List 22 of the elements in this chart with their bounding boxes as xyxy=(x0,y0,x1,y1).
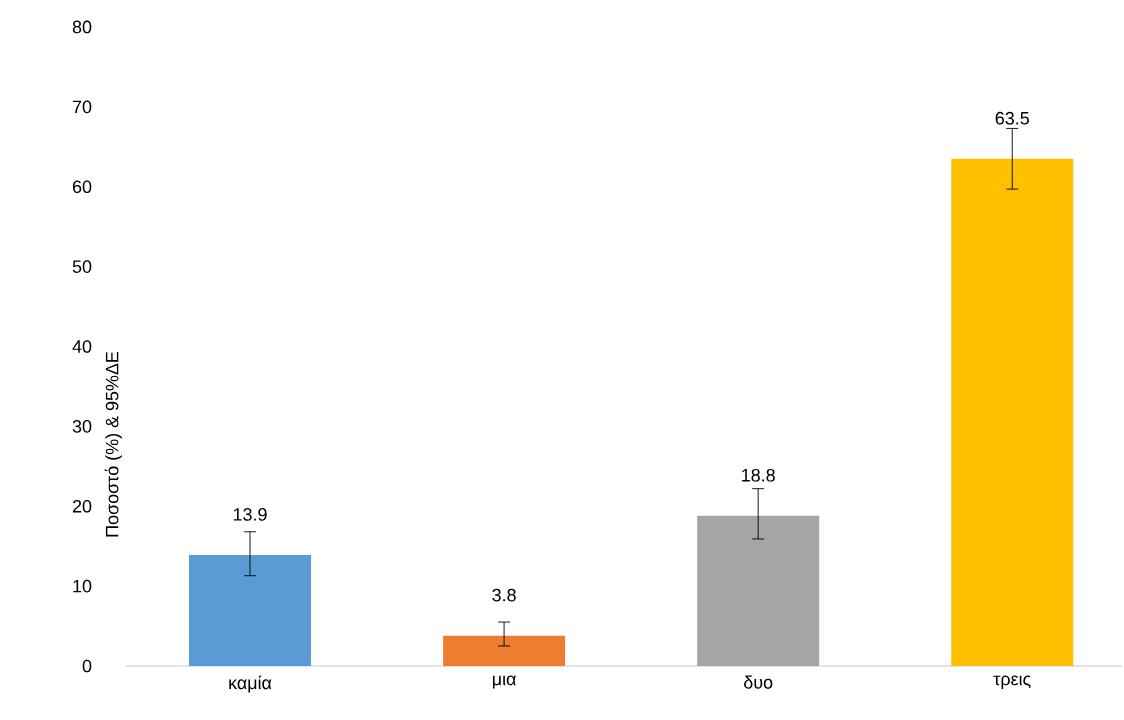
bar xyxy=(951,158,1074,666)
y-tick-label: 40 xyxy=(72,340,92,353)
y-tick-label: 50 xyxy=(72,260,92,273)
x-tick-label: καμία xyxy=(229,675,272,693)
data-label: 13.9 xyxy=(233,508,267,521)
x-tick-label: τρεις xyxy=(993,675,1031,689)
data-label: 3.8 xyxy=(492,588,516,602)
x-tick-label: μια xyxy=(492,675,516,689)
data-label: 18.8 xyxy=(742,468,775,482)
y-tick-label: 0 xyxy=(82,659,92,673)
y-tick-label: 20 xyxy=(72,499,92,513)
y-tick-label: 80 xyxy=(72,20,92,34)
bar xyxy=(443,635,566,666)
y-tick-label: 30 xyxy=(72,420,92,433)
y-tick-label: 10 xyxy=(73,579,92,593)
bar xyxy=(697,515,820,666)
y-axis-title: Ποσοστό (%) & 95%ΔΕ xyxy=(104,351,122,537)
bar xyxy=(189,554,312,666)
y-tick-label: 70 xyxy=(72,100,92,114)
x-tick-label: δυο xyxy=(744,675,773,689)
data-label: 63.5 xyxy=(995,111,1029,125)
y-tick-label: 60 xyxy=(72,180,92,194)
